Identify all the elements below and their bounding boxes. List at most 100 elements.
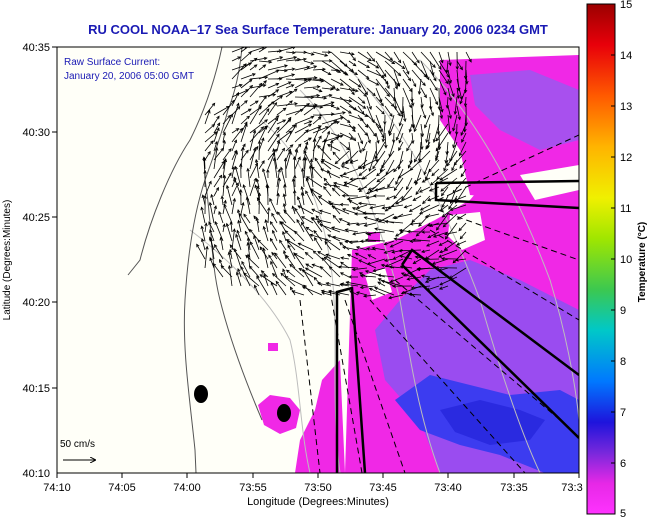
current-vector-head	[359, 272, 363, 276]
current-vector	[447, 114, 451, 135]
current-vector-head	[269, 237, 274, 242]
current-vector-head	[233, 139, 238, 144]
current-vector-head	[234, 165, 238, 170]
current-vector	[449, 141, 458, 162]
current-vector	[427, 195, 440, 201]
colorbar	[586, 3, 616, 515]
current-vector	[285, 51, 296, 54]
current-vector-head	[341, 194, 346, 198]
current-vector-head	[253, 64, 258, 68]
current-vector	[204, 124, 215, 134]
current-vector-head	[317, 195, 322, 200]
current-vector-head	[440, 188, 444, 192]
current-vector-head	[284, 230, 289, 234]
current-vector-head	[293, 252, 297, 256]
current-vector	[420, 69, 427, 78]
current-vector-head	[320, 168, 325, 172]
current-vector	[213, 175, 222, 188]
current-vector	[414, 150, 422, 163]
current-vector-head	[285, 254, 289, 259]
current-vector-head	[346, 222, 351, 226]
current-vector-head	[425, 276, 430, 281]
current-vector	[359, 177, 377, 192]
current-vector-head	[226, 184, 230, 189]
current-vector	[341, 165, 350, 170]
current-vector	[342, 208, 359, 215]
current-vector	[276, 81, 292, 89]
current-vector	[234, 248, 242, 269]
current-vector	[247, 254, 251, 269]
current-vector	[418, 213, 431, 227]
current-vector	[280, 167, 287, 188]
current-vector-head	[212, 263, 217, 267]
current-vector-head	[279, 239, 283, 244]
current-vector	[208, 221, 215, 233]
current-vector-head	[444, 159, 448, 164]
current-vector-head	[408, 104, 412, 109]
current-vector	[435, 123, 449, 142]
current-vector-head	[348, 275, 352, 279]
current-vector	[303, 125, 322, 134]
current-vector-head	[239, 212, 243, 217]
current-vector-head	[252, 147, 257, 151]
current-vector-head	[375, 217, 379, 222]
current-vector	[425, 141, 431, 150]
current-vector	[328, 290, 350, 296]
current-vector-head	[236, 102, 240, 107]
x-tick-label: 74:05	[108, 482, 136, 494]
current-vector-head	[388, 132, 392, 137]
current-vector	[402, 51, 417, 66]
current-vector-head	[374, 227, 379, 231]
current-vector-head	[397, 112, 401, 117]
current-vector-head	[200, 225, 204, 230]
current-vector-head	[398, 254, 403, 259]
current-vector-head	[259, 246, 263, 251]
current-vector-head	[303, 150, 307, 154]
current-vector-head	[324, 238, 328, 242]
current-vector-head	[340, 256, 345, 260]
current-vector-head	[201, 194, 205, 199]
current-vector-head	[381, 206, 386, 210]
current-vector-head	[323, 96, 328, 100]
current-vector	[303, 78, 324, 82]
current-vector	[411, 213, 422, 223]
current-vector-head	[374, 155, 378, 160]
current-vector-head	[220, 195, 224, 200]
current-vector	[397, 168, 413, 179]
current-vector-head	[261, 160, 265, 164]
current-vector-head	[216, 115, 220, 120]
current-vector-head	[454, 258, 459, 262]
current-vector-head	[440, 108, 444, 113]
current-vector	[323, 186, 332, 197]
current-vector	[393, 177, 404, 191]
current-vector-head	[360, 117, 364, 121]
current-vector-head	[301, 221, 305, 226]
current-vector	[320, 160, 332, 170]
current-vector-head	[248, 51, 252, 55]
current-vector-head	[232, 228, 236, 233]
current-vector	[399, 255, 413, 260]
current-vector-head	[288, 150, 292, 155]
current-vector	[369, 288, 386, 296]
current-vector-head	[438, 242, 443, 246]
current-vector-head	[425, 145, 429, 150]
current-vector	[357, 186, 368, 190]
current-vector-head	[229, 113, 233, 118]
current-vector	[450, 186, 458, 204]
current-vector	[396, 123, 404, 141]
current-vector	[438, 132, 440, 150]
current-vector	[365, 239, 386, 242]
current-vector-head	[364, 124, 369, 128]
current-vector-head	[318, 209, 323, 213]
current-vector-head	[395, 137, 399, 141]
current-vector	[436, 141, 440, 159]
current-vector	[416, 222, 431, 237]
current-vector	[393, 159, 404, 172]
current-vector-head	[294, 207, 298, 212]
current-vector	[459, 231, 467, 239]
current-vector	[236, 230, 242, 242]
current-vector-head	[297, 143, 302, 148]
current-vector	[256, 275, 269, 296]
current-vector-head	[254, 184, 258, 189]
current-vector-head	[411, 125, 416, 130]
